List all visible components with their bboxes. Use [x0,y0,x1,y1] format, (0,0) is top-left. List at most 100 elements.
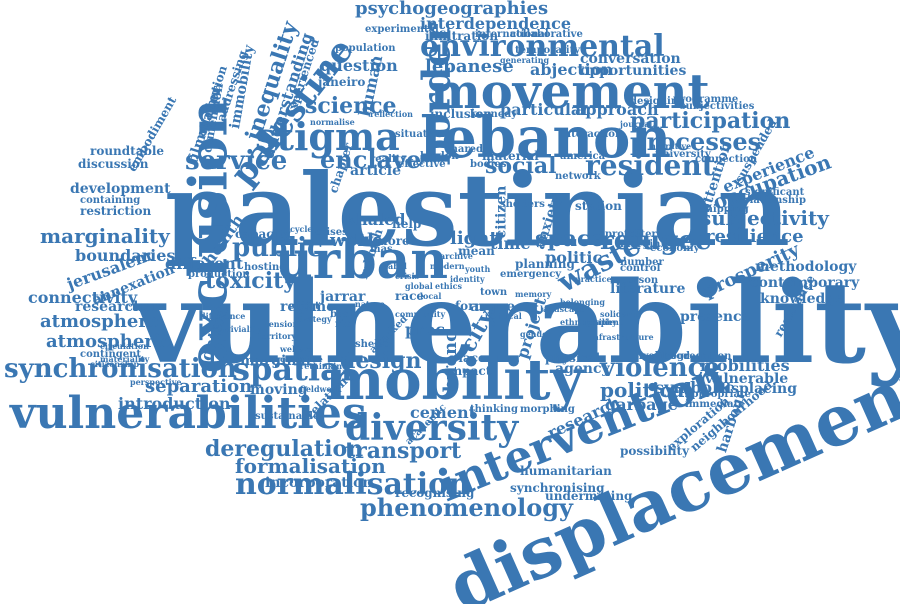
cloud-word: particular [500,100,590,119]
cloud-word: generating [500,55,550,65]
cloud-word: practice [575,274,612,284]
cloud-word: perspective [130,377,182,387]
cloud-word: public [232,233,323,263]
cloud-word: spatial [232,350,353,388]
cloud-word: production [188,269,250,280]
cloud-word: refugee [600,226,712,256]
cloud-word: conversation [580,51,681,67]
cloud-word: designing [630,96,686,107]
cloud-word: question [320,56,398,75]
cloud-word: modern [430,261,465,271]
cloud-word: margin [620,239,661,250]
cloud-word: incorporation [265,475,373,491]
cloud-word: jarrar [320,289,366,305]
cloud-word: significant [745,187,805,198]
cloud-word: population [335,43,396,54]
cloud-word: atmosphere [40,311,160,332]
cloud-word: proc [405,320,446,339]
cloud-word: emergency [500,269,562,280]
cloud-word: olive [345,232,383,248]
cloud-word: gender [520,329,552,339]
cloud-word: approach [575,100,659,119]
cloud-word: conviviality [210,324,262,334]
cloud-word: transport [345,438,462,464]
cloud-word: vulnerabilities [10,388,367,439]
cloud-word: atmospheric [46,331,172,352]
cloud-word: circulation [100,341,149,351]
cloud-word: normalisation [235,467,471,502]
cloud-word: regime [280,299,336,315]
cloud-word: science [305,93,397,119]
cloud-word: interaction [560,129,623,140]
cloud-word: light [450,228,498,249]
cloud-word: agency [555,361,610,377]
cloud-word: segregation [665,351,732,362]
cloud-word: crises [315,227,348,238]
cloud-word: narrative [650,141,692,151]
cloud-word: connection [695,154,758,165]
cloud-word: contemporary [750,275,860,291]
cloud-word: international [475,29,549,40]
cloud-word: thinking [470,404,518,415]
cloud-word: toxicity [205,268,297,294]
cloud-word: opportunities [580,63,687,79]
cloud-word: sustainable [255,411,320,422]
cloud-word: khaled [345,210,406,229]
cloud-word: synchronising [510,481,605,495]
cloud-word: reality [370,154,407,165]
cloud-word: mobilities [700,356,790,375]
cloud-word: material [482,149,539,163]
cloud-word: inclusion [430,107,492,121]
cloud-word: mas [370,244,393,255]
cloud-word: archive [440,251,473,261]
cloud-word: restriction [80,204,152,218]
cloud-word: interdependence [420,14,571,33]
cloud-word: political [600,378,693,402]
cloud-word: welfare [280,344,313,354]
cloud-word: collective [280,354,323,364]
cloud-word: environmental [420,29,665,64]
cloud-word: rio [335,319,351,330]
cloud-word: processes [630,127,762,156]
cloud-word: psychogeographies [355,0,549,19]
cloud-word: possibility [620,444,690,458]
cloud-word: politic [545,248,603,267]
cloud-word: landscape [540,304,585,314]
cloud-word: territory [258,331,297,341]
cloud-word: displacing [716,381,797,397]
cloud-word: service [185,146,288,176]
cloud-word: stigma [255,114,400,159]
cloud-word: control [620,263,661,274]
cloud-word: london [420,151,459,162]
cloud-word: effective [398,159,446,170]
cloud-word: relationship [738,195,806,206]
cloud-word: economy [650,243,700,254]
cloud-word: materiality [100,354,150,364]
cloud-word: boundaries [75,246,176,265]
cloud-word: ethics [435,281,463,291]
cloud-word: memory [515,289,552,299]
cloud-word: formalisation [235,454,386,478]
cloud-word: recognising [395,486,475,500]
cloud-word: participation [630,108,791,134]
cloud-word: person [620,275,659,286]
cloud-word: janeiro [318,75,366,89]
cloud-word: number [620,257,664,268]
cloud-word: label [385,261,407,271]
cloud-word: cement [410,403,477,422]
cloud-word: station [575,199,622,213]
cloud-word: programme [673,94,739,105]
cloud-word: subjectivity [700,206,829,230]
cloud-word: presence [680,309,751,325]
cloud-word: morphing [520,404,575,415]
cloud-word: rethinking [300,361,348,371]
cloud-word: basic [330,309,359,320]
cloud-word: situation [395,129,446,140]
cloud-word: development [70,181,171,197]
cloud-word: strategy [295,314,332,324]
cloud-word: humanitarian [520,464,612,478]
cloud-word: livelihood [635,351,690,362]
cloud-word: solidarity [600,309,643,319]
cloud-word: ethnography [560,317,617,327]
cloud-word: appropriate [685,389,751,400]
